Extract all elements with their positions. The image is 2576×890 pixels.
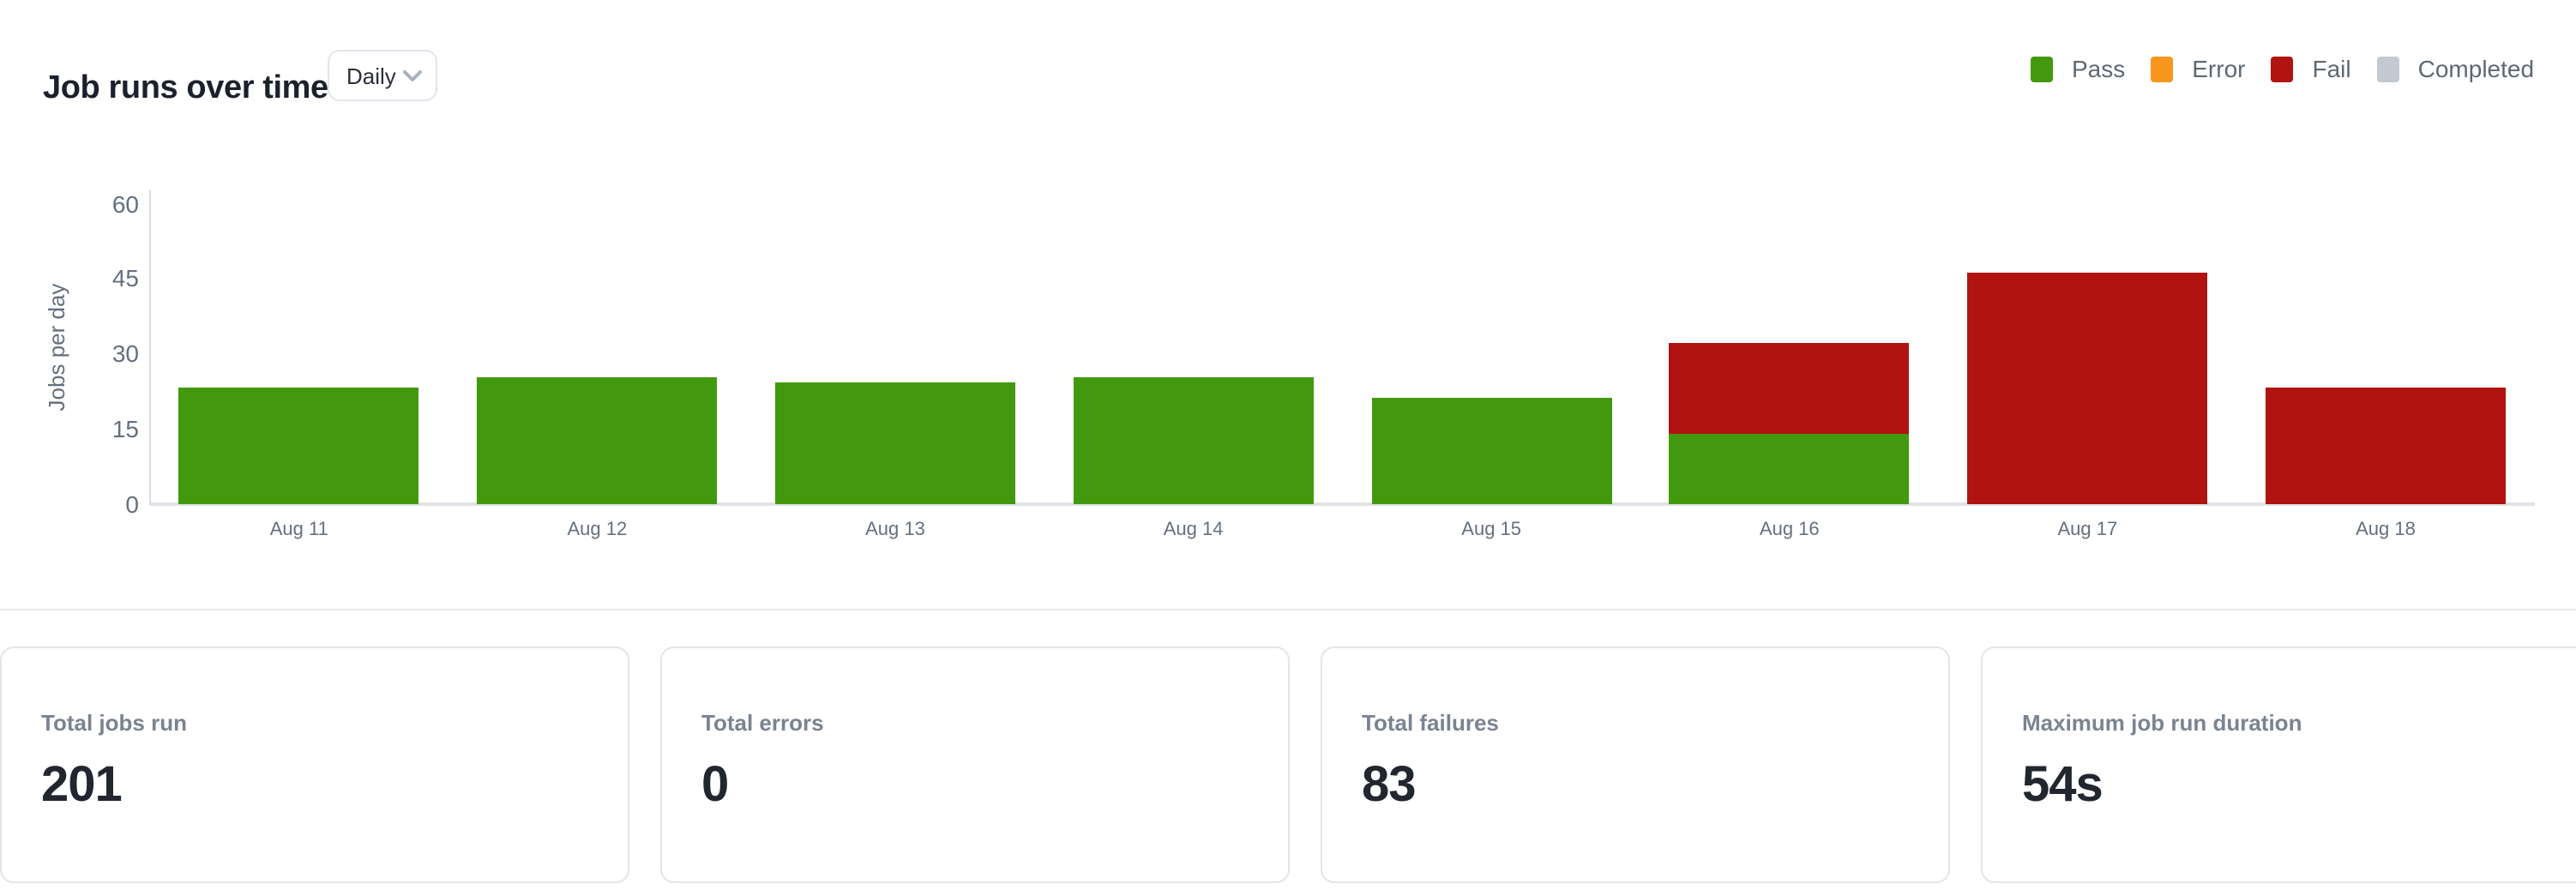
legend-swatch-error <box>2151 56 2174 81</box>
bar-chart-plot-area <box>0 190 2576 503</box>
legend-item-completed[interactable]: Completed <box>2376 55 2535 82</box>
bar-segment-fail-aug-18[interactable] <box>2266 388 2506 503</box>
y-tick-label-45: 45 <box>111 264 139 292</box>
stat-card-total-failures: Total failures 83 <box>1321 646 1949 883</box>
legend-label: Completed <box>2417 55 2535 82</box>
legend-item-error[interactable]: Error <box>2151 55 2246 82</box>
x-axis-label-aug-15: Aug 15 <box>1461 520 1522 540</box>
x-axis-label-aug-11: Aug 11 <box>269 520 328 540</box>
x-axis-label-aug-16: Aug 16 <box>1759 520 1820 540</box>
bar-segment-pass-aug-14[interactable] <box>1073 377 1314 503</box>
bar-segment-pass-aug-15[interactable] <box>1371 398 1612 503</box>
legend-swatch-fail <box>2271 56 2294 81</box>
section-divider <box>0 609 2576 610</box>
stat-label: Total errors <box>701 710 824 736</box>
bar-segment-fail-aug-17[interactable] <box>1967 272 2208 503</box>
y-axis-line <box>149 190 151 504</box>
legend-swatch-pass <box>2031 56 2053 81</box>
stat-value: 201 <box>41 758 123 813</box>
stat-card-total-errors: Total errors 0 <box>660 646 1289 883</box>
bar-segment-pass-aug-11[interactable] <box>178 388 419 503</box>
legend-swatch-completed <box>2376 56 2399 81</box>
legend-label: Fail <box>2312 55 2351 82</box>
legend-item-pass[interactable]: Pass <box>2031 55 2125 82</box>
y-tick-label-0: 0 <box>125 490 139 518</box>
x-axis-label-aug-18: Aug 18 <box>2356 520 2416 540</box>
bar-segment-pass-aug-12[interactable] <box>477 377 718 503</box>
y-tick-label-30: 30 <box>111 340 139 368</box>
bar-segment-pass-aug-16[interactable] <box>1669 433 1910 503</box>
stat-label: Maximum job run duration <box>2022 710 2302 736</box>
legend-item-fail[interactable]: Fail <box>2271 55 2351 82</box>
chart-legend: Pass Error Fail Completed <box>2031 55 2535 82</box>
legend-label: Error <box>2192 55 2246 82</box>
stat-card-maximum-job-run-duration: Maximum job run duration 54s <box>1981 646 2576 883</box>
y-tick-label-60: 60 <box>111 189 139 217</box>
stat-card-total-jobs-run: Total jobs run 201 <box>0 646 629 883</box>
x-axis-label-aug-12: Aug 12 <box>567 520 628 540</box>
stat-value: 83 <box>1362 758 1417 813</box>
stat-value: 54s <box>2022 758 2104 813</box>
x-axis-line <box>149 502 2535 505</box>
bar-segment-pass-aug-13[interactable] <box>775 382 1015 503</box>
x-axis-label-aug-13: Aug 13 <box>865 520 925 540</box>
stat-label: Total jobs run <box>41 710 187 736</box>
interval-dropdown[interactable]: Daily <box>328 50 437 101</box>
interval-dropdown-value: Daily <box>346 63 396 88</box>
stat-label: Total failures <box>1362 710 1499 736</box>
legend-label: Pass <box>2072 55 2126 82</box>
chevron-down-icon <box>403 69 422 81</box>
y-tick-label-15: 15 <box>111 415 139 443</box>
x-axis-label-aug-14: Aug 14 <box>1163 520 1224 540</box>
page-title: Job runs over time <box>43 70 328 106</box>
stat-value: 0 <box>701 758 729 813</box>
x-axis-label-aug-17: Aug 17 <box>2057 520 2118 540</box>
bar-segment-fail-aug-16[interactable] <box>1669 342 1910 434</box>
